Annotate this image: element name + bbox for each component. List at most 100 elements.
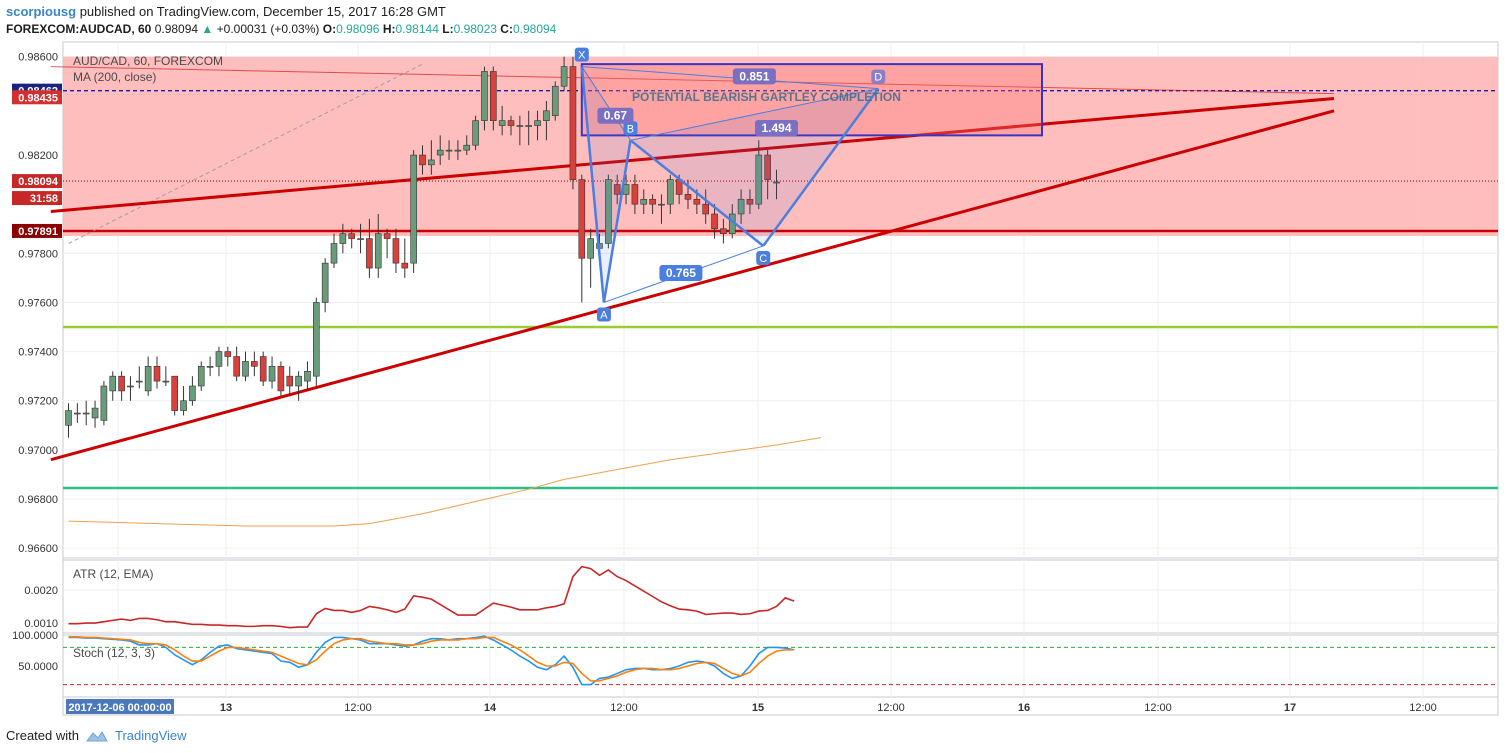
- footer: Created with TradingView: [6, 728, 187, 743]
- time-cursor-badge: [66, 699, 174, 714]
- price-tick-label: 0.97600: [18, 297, 58, 309]
- candle-body: [304, 370, 311, 382]
- atr-tick-label: 0.0010: [24, 618, 58, 630]
- candle-body: [445, 149, 453, 152]
- candle-body: [693, 198, 701, 205]
- price-tick-label: 0.97400: [18, 347, 58, 359]
- stoch-tick-label: 100.0000: [12, 630, 58, 642]
- price-change: +0.00031 (+0.03%): [216, 22, 320, 36]
- price-tick-label: 0.98200: [18, 150, 58, 162]
- candle-body: [631, 184, 639, 205]
- time-tick-label: 15: [752, 702, 764, 714]
- dashed-trendline: [68, 63, 423, 244]
- pattern-point-label: A: [600, 309, 608, 321]
- pattern-point-label: D: [874, 72, 882, 84]
- trendline: [50, 97, 1335, 214]
- candle-body: [286, 375, 294, 387]
- symbol-line: FOREXCOM:AUDCAD, 60 0.98094 ▲ +0.00031 (…: [6, 22, 556, 36]
- candle-body: [374, 233, 382, 269]
- candle-body: [481, 71, 488, 121]
- price-tick-label: 0.97200: [18, 396, 58, 408]
- candle-body: [613, 184, 621, 195]
- stoch-k-line: [68, 635, 795, 686]
- pattern-point-label: X: [578, 50, 586, 62]
- candle-body: [746, 198, 754, 205]
- pattern-leg: [762, 87, 880, 247]
- candle-body: [383, 233, 391, 239]
- candle-body: [587, 238, 594, 259]
- candle-body: [259, 356, 267, 382]
- candle-body: [197, 366, 205, 387]
- candle-body: [534, 120, 541, 126]
- candle-body: [755, 154, 763, 205]
- author-name[interactable]: scorpiousg: [6, 4, 77, 19]
- time-tick-label: 12:00: [1409, 702, 1437, 714]
- candle-body: [428, 159, 435, 166]
- candle-body: [100, 385, 108, 421]
- high-value: 0.98144: [395, 22, 439, 36]
- ratio-label: 0.851: [739, 69, 769, 83]
- candle-body: [392, 238, 400, 264]
- price-tick-label: 0.96600: [18, 543, 58, 555]
- candle-body: [605, 179, 612, 244]
- candle-body: [498, 120, 506, 126]
- low-label: L:: [442, 22, 454, 36]
- ratio-label-bg: [597, 107, 634, 124]
- candle-body: [578, 179, 586, 259]
- candle-body: [233, 356, 240, 377]
- candle-body: [711, 213, 718, 230]
- price-label-badge: [12, 90, 62, 105]
- ratio-label-bg: [659, 264, 703, 281]
- time-tick-label: 16: [1018, 702, 1030, 714]
- pattern-triangle: [630, 88, 879, 246]
- time-tick-label: 17: [1284, 702, 1296, 714]
- time-axis-bg: [62, 696, 1499, 716]
- candle-body: [312, 302, 320, 377]
- candle-body: [472, 120, 479, 146]
- candle-body: [419, 154, 426, 166]
- candle-body: [436, 149, 444, 156]
- candle-body: [348, 233, 356, 239]
- candle-body: [357, 238, 364, 240]
- pattern-ratio-line: [581, 66, 879, 90]
- pattern-point-marker: [574, 47, 589, 62]
- time-tick-label: 2017-12-06 00:00:00: [68, 702, 171, 714]
- candle-body: [215, 351, 223, 367]
- tradingview-brand[interactable]: TradingView: [114, 728, 187, 743]
- candle-body: [295, 375, 302, 387]
- candle-body: [658, 203, 665, 206]
- ratio-label: 1.494: [761, 121, 791, 135]
- candle-body: [224, 351, 232, 357]
- open-label: O:: [322, 22, 337, 36]
- candle-body: [666, 179, 674, 205]
- pattern-point-marker: [596, 307, 611, 322]
- price-label-text: 0.97891: [18, 226, 58, 238]
- candle-body: [74, 412, 81, 415]
- price-label-badge: [12, 191, 62, 206]
- close-label: C:: [500, 22, 513, 36]
- close-value: 0.98094: [512, 22, 557, 36]
- time-tick-label: 12:00: [610, 702, 638, 714]
- candle-body: [410, 154, 417, 264]
- time-tick-label: 12:00: [1144, 702, 1172, 714]
- time-tick-label: 13: [220, 702, 232, 714]
- price-tick-label: 0.96800: [18, 494, 58, 506]
- stoch-d-line: [68, 636, 795, 682]
- time-tick-label: 14: [484, 702, 497, 714]
- candle-body: [401, 262, 409, 269]
- price-label-text: 0.98094: [18, 176, 59, 188]
- price-label-text: 0.98435: [18, 92, 58, 104]
- pattern-box: [580, 63, 1043, 137]
- candle-body: [569, 66, 577, 180]
- symbol-name: FOREXCOM:AUDCAD, 60: [6, 22, 152, 36]
- candle-body: [206, 366, 214, 368]
- last-price: 0.98094: [154, 22, 199, 36]
- candle-body: [171, 375, 178, 411]
- candle-body: [153, 366, 161, 382]
- stoch-tick-label: 50.0000: [18, 661, 58, 673]
- candle-body: [82, 412, 90, 415]
- candle-body: [516, 125, 524, 127]
- price-axis-bg: [0, 42, 63, 697]
- price-tick-label: 0.97000: [18, 445, 58, 457]
